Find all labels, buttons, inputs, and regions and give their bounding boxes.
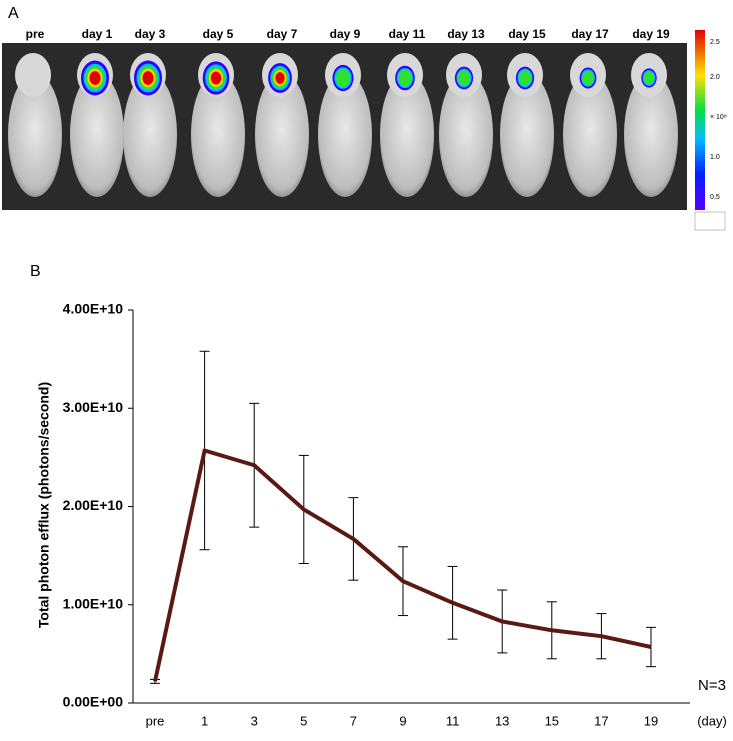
x-tick-label: 5 [300, 713, 307, 728]
mouse-body [70, 73, 124, 197]
x-axis-unit: (day) [697, 713, 727, 728]
signal [142, 71, 154, 85]
x-tick-label: 9 [399, 713, 406, 728]
signal [398, 69, 412, 87]
signal [582, 70, 594, 86]
annotation: N=3 [698, 677, 726, 694]
mouse-body [123, 73, 177, 197]
colorbar-label: 2.0 [710, 74, 720, 81]
signal [335, 69, 351, 87]
timepoint-label: day 1 [82, 27, 113, 41]
y-tick-label: 0.00E+00 [63, 694, 124, 710]
timepoint-label: day 9 [330, 27, 361, 41]
panel-label: B [30, 263, 41, 280]
mouse-body [439, 73, 493, 197]
mouse-body [380, 73, 434, 197]
mouse-body [191, 73, 245, 197]
y-tick-label: 1.00E+10 [63, 595, 124, 611]
x-tick-label: 1 [201, 713, 208, 728]
mouse-body [255, 73, 309, 197]
y-tick-label: 3.00E+10 [63, 399, 124, 415]
timepoint-label: day 5 [203, 27, 234, 41]
y-axis-label: Total photon efflux (photons/second) [36, 382, 52, 628]
colorbar-label: 0.5 [710, 194, 720, 201]
line [153, 448, 652, 682]
timepoint-label: day 3 [135, 27, 166, 41]
colorbar-box [694, 211, 726, 231]
panel-label: A [8, 5, 19, 22]
x-tick-label: 11 [446, 713, 460, 728]
y-tick-label: 2.00E+10 [63, 497, 124, 513]
signal [89, 71, 101, 85]
colorbar-label: 2.5 [710, 39, 720, 46]
colorbar-label: 1.0 [710, 154, 720, 161]
timepoint-label: day 13 [447, 27, 485, 41]
mice [8, 53, 678, 197]
timepoint-label: pre [26, 27, 45, 41]
signal [210, 71, 222, 85]
mouse-head [15, 53, 51, 97]
timepoint-label: day 17 [571, 27, 609, 41]
colorbar-label: × 10⁸ [710, 114, 727, 121]
signal [457, 70, 471, 86]
x-tick-label: pre [146, 713, 165, 728]
mouse-body [500, 73, 554, 197]
mouse-body [318, 73, 372, 197]
y-tick-label: 4.00E+10 [63, 301, 124, 317]
timepoint-label: day 19 [632, 27, 670, 41]
mouse-body [624, 73, 678, 197]
signal [643, 71, 655, 85]
x-tick-label: 7 [350, 713, 357, 728]
signal [518, 70, 532, 86]
x-tick-label: 13 [495, 713, 509, 728]
signal [275, 72, 285, 84]
x-tick-label: 3 [251, 713, 258, 728]
colorbar [695, 30, 705, 210]
mouse-body [8, 73, 62, 197]
timepoint-label: day 15 [508, 27, 546, 41]
mouse-body [563, 73, 617, 197]
timepoint-label: day 11 [389, 27, 426, 41]
x-tick-label: 19 [644, 713, 658, 728]
timepoint-label: day 7 [267, 27, 298, 41]
x-tick-label: 15 [545, 713, 559, 728]
x-tick-label: 17 [594, 713, 608, 728]
